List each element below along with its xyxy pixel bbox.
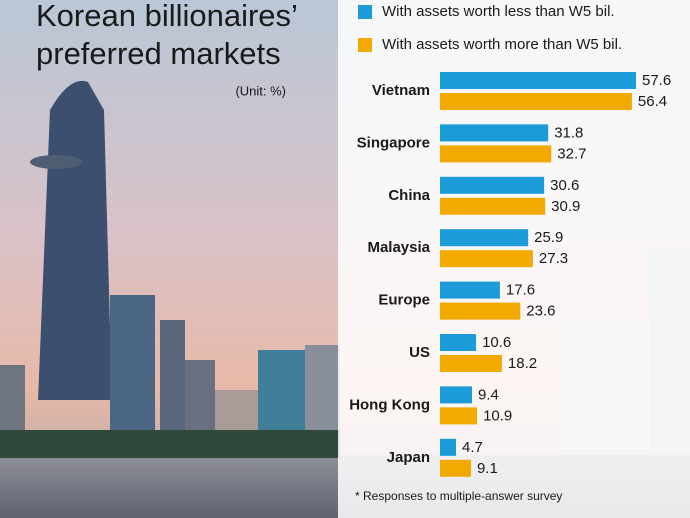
value-label: 25.9 bbox=[534, 229, 563, 246]
value-label: 57.6 bbox=[642, 72, 671, 89]
value-label: 56.4 bbox=[638, 93, 667, 110]
value-label: 17.6 bbox=[506, 282, 535, 299]
bar bbox=[440, 176, 545, 194]
category-label: China bbox=[388, 187, 430, 204]
bar bbox=[440, 145, 552, 163]
bar bbox=[440, 407, 478, 425]
bar bbox=[440, 197, 546, 215]
category-label: Malaysia bbox=[367, 239, 430, 256]
value-label: 30.6 bbox=[550, 177, 579, 194]
bar bbox=[440, 438, 456, 456]
category-label: Europe bbox=[378, 292, 430, 309]
category-label: Japan bbox=[387, 449, 430, 466]
category-label: Vietnam bbox=[372, 82, 430, 99]
bar bbox=[440, 72, 636, 89]
chart-title: Korean billionaires’ preferred markets bbox=[36, 0, 298, 71]
bar bbox=[440, 250, 533, 268]
bar bbox=[440, 386, 472, 404]
bar bbox=[440, 459, 471, 477]
value-label: 10.9 bbox=[483, 407, 512, 424]
legend-label: With assets worth more than W5 bil. bbox=[382, 36, 622, 53]
bar bbox=[440, 355, 502, 372]
bar bbox=[440, 229, 529, 247]
bar bbox=[440, 93, 632, 110]
unit-label: (Unit: %) bbox=[235, 83, 286, 98]
value-label: 4.7 bbox=[462, 439, 483, 456]
value-label: 30.9 bbox=[551, 198, 580, 215]
value-label: 18.2 bbox=[508, 355, 537, 372]
value-label: 10.6 bbox=[482, 334, 511, 351]
footnote: * Responses to multiple-answer survey bbox=[355, 489, 562, 503]
value-label: 9.1 bbox=[477, 460, 498, 477]
value-label: 9.4 bbox=[478, 386, 499, 403]
legend-label: With assets worth less than W5 bil. bbox=[382, 3, 615, 20]
legend-swatch bbox=[358, 5, 372, 19]
value-label: 32.7 bbox=[557, 145, 586, 162]
legend-swatch bbox=[358, 38, 372, 52]
category-label: Hong Kong bbox=[349, 396, 430, 413]
bar bbox=[440, 334, 477, 351]
value-label: 27.3 bbox=[539, 250, 568, 267]
category-label: Singapore bbox=[357, 134, 430, 151]
category-label: US bbox=[409, 344, 430, 361]
bar bbox=[440, 124, 549, 142]
bar bbox=[440, 281, 500, 299]
value-label: 31.8 bbox=[554, 124, 583, 141]
bar bbox=[440, 302, 521, 320]
value-label: 23.6 bbox=[526, 303, 555, 320]
